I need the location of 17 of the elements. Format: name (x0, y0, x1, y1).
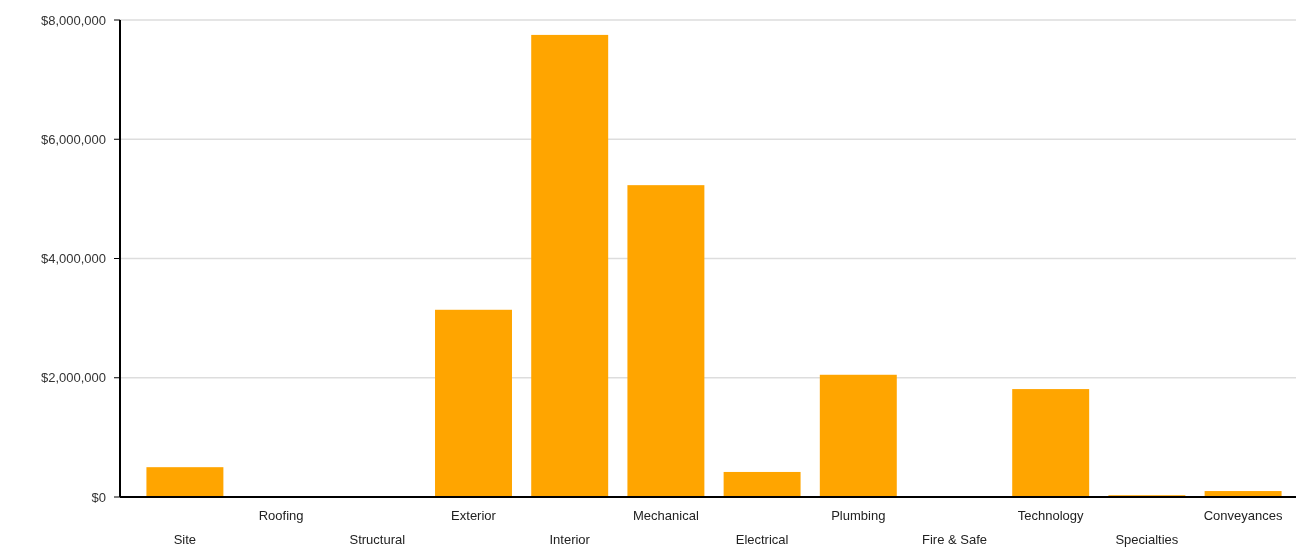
y-tick-label: $6,000,000 (40, 131, 106, 147)
x-tick-label: Technology (1017, 508, 1085, 523)
x-tick-label: Interior (549, 532, 591, 547)
y-tick-label: $8,000,000 (40, 12, 106, 28)
x-tick-label: Conveyances (1203, 508, 1283, 523)
y-tick-label: $0 (91, 489, 106, 505)
x-tick-label: Fire & Safe (921, 532, 988, 547)
x-tick-label: Exterior (451, 508, 497, 523)
x-tick-label: Structural (349, 532, 406, 547)
x-tick-label: Mechanical (633, 508, 699, 523)
x-tick-label: Specialties (1115, 532, 1179, 547)
y-tick-label: $2,000,000 (40, 370, 106, 386)
x-tick-label: Roofing (258, 508, 304, 523)
x-tick-label: Electrical (735, 532, 789, 547)
x-tick-label: Site (173, 532, 197, 547)
x-tick-label: Plumbing (831, 508, 886, 523)
y-tick-label: $4,000,000 (40, 251, 106, 267)
